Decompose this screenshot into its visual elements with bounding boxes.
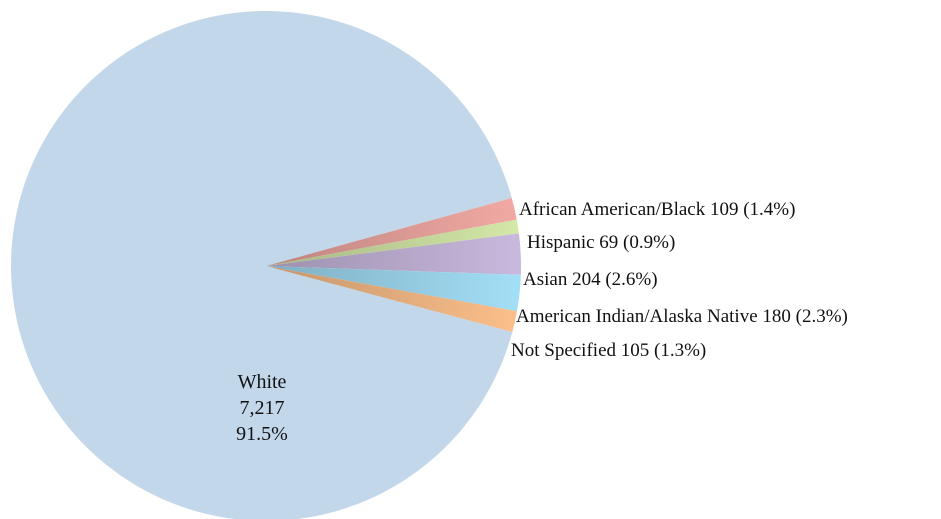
slice-label-white-name: White [238,371,287,393]
slice-label-african-american-black: African American/Black 109 (1.4%) [519,199,795,220]
slice-label-not-specified: Not Specified 105 (1.3%) [511,340,706,361]
pie-slice-african-american-black [266,198,517,266]
slice-label-white-percent: 91.5% [236,423,288,445]
slice-label-american-indian-alaska-native: American Indian/Alaska Native 180 (2.3%) [516,306,848,327]
pie-slice-not-specified [266,266,517,332]
slice-label-hispanic: Hispanic 69 (0.9%) [527,232,675,253]
slice-label-asian: Asian 204 (2.6%) [523,269,658,290]
pie-slice-asian [266,233,522,275]
pie-slice-hispanic [266,219,519,266]
slice-label-white-value: 7,217 [240,397,285,419]
pie-slices [11,10,522,519]
pie-slice-american-indian-alaska-native [266,266,521,312]
pie-slice-white [11,10,513,519]
